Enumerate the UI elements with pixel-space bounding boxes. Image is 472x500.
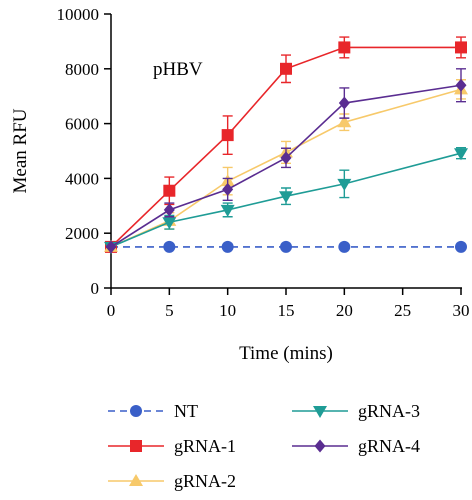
data-point — [338, 96, 350, 110]
x-tick-label: 30 — [453, 301, 470, 320]
data-point — [221, 240, 234, 253]
x-tick-label: 15 — [278, 301, 295, 320]
legend-label: gRNA-4 — [358, 436, 420, 456]
data-point — [337, 178, 352, 191]
x-tick-label: 25 — [394, 301, 411, 320]
data-point — [337, 115, 352, 128]
legend-label: gRNA-2 — [174, 471, 236, 491]
legend-item-grna-3: gRNA-3 — [292, 401, 420, 421]
data-point — [280, 240, 292, 253]
x-axis-label: Time (mins) — [239, 343, 333, 364]
y-axis-label: Mean RFU — [10, 108, 31, 193]
data-point — [221, 129, 234, 142]
data-point — [280, 62, 292, 75]
y-tick-label: 10000 — [57, 5, 100, 24]
y-tick-label: 4000 — [65, 169, 99, 188]
legend-marker — [130, 405, 142, 417]
legend-item-grna-4: gRNA-4 — [292, 436, 420, 456]
data-point — [220, 204, 235, 217]
series-grna-4 — [105, 68, 467, 254]
data-point — [162, 217, 177, 230]
legend-marker — [314, 439, 326, 453]
axes: 0 2000 4000 6000 8000 10000 0 5 10 15 20 25 30 — [57, 5, 470, 320]
legend-item-nt: NT — [108, 401, 198, 421]
y-tick-label: 6000 — [65, 115, 99, 134]
y-tick-label: 0 — [91, 279, 100, 298]
series-line — [110, 46, 461, 248]
data-point — [338, 240, 351, 253]
y-tick-label: 2000 — [65, 224, 99, 243]
x-tick-label: 5 — [165, 301, 174, 320]
chart-annotation: pHBV — [153, 59, 203, 80]
legend-marker — [313, 406, 327, 418]
legend-item-grna-2: gRNA-2 — [108, 471, 236, 491]
legend: NT gRNA-1 gRNA-2 gRNA-3 gRNA-4 — [108, 401, 420, 491]
y-tick-label: 8000 — [65, 60, 99, 79]
series-line — [110, 88, 462, 248]
x-ticks: 0 5 10 15 20 25 30 — [107, 288, 470, 320]
legend-item-grna-1: gRNA-1 — [108, 436, 236, 456]
data-point — [454, 148, 468, 161]
data-point — [222, 182, 234, 196]
legend-label: gRNA-1 — [174, 436, 236, 456]
series-line — [110, 152, 462, 248]
legend-label: NT — [174, 401, 198, 421]
data-point — [455, 240, 467, 253]
data-point — [279, 191, 293, 204]
data-point — [105, 240, 117, 254]
x-tick-label: 0 — [107, 301, 116, 320]
data-point — [163, 240, 176, 253]
x-tick-label: 20 — [336, 301, 353, 320]
data-point — [455, 41, 467, 54]
plot-series — [104, 36, 468, 254]
legend-marker — [130, 440, 142, 452]
data-point — [163, 203, 175, 217]
series-grna-1 — [105, 36, 467, 253]
series-line — [110, 84, 462, 248]
data-point — [163, 184, 176, 197]
series-nt — [105, 240, 467, 253]
y-ticks: 0 2000 4000 6000 8000 10000 — [57, 5, 111, 298]
legend-label: gRNA-3 — [358, 401, 420, 421]
data-point — [280, 151, 292, 165]
data-point — [338, 41, 351, 54]
x-tick-label: 10 — [219, 301, 236, 320]
data-point — [455, 78, 467, 92]
legend-marker — [129, 474, 143, 486]
